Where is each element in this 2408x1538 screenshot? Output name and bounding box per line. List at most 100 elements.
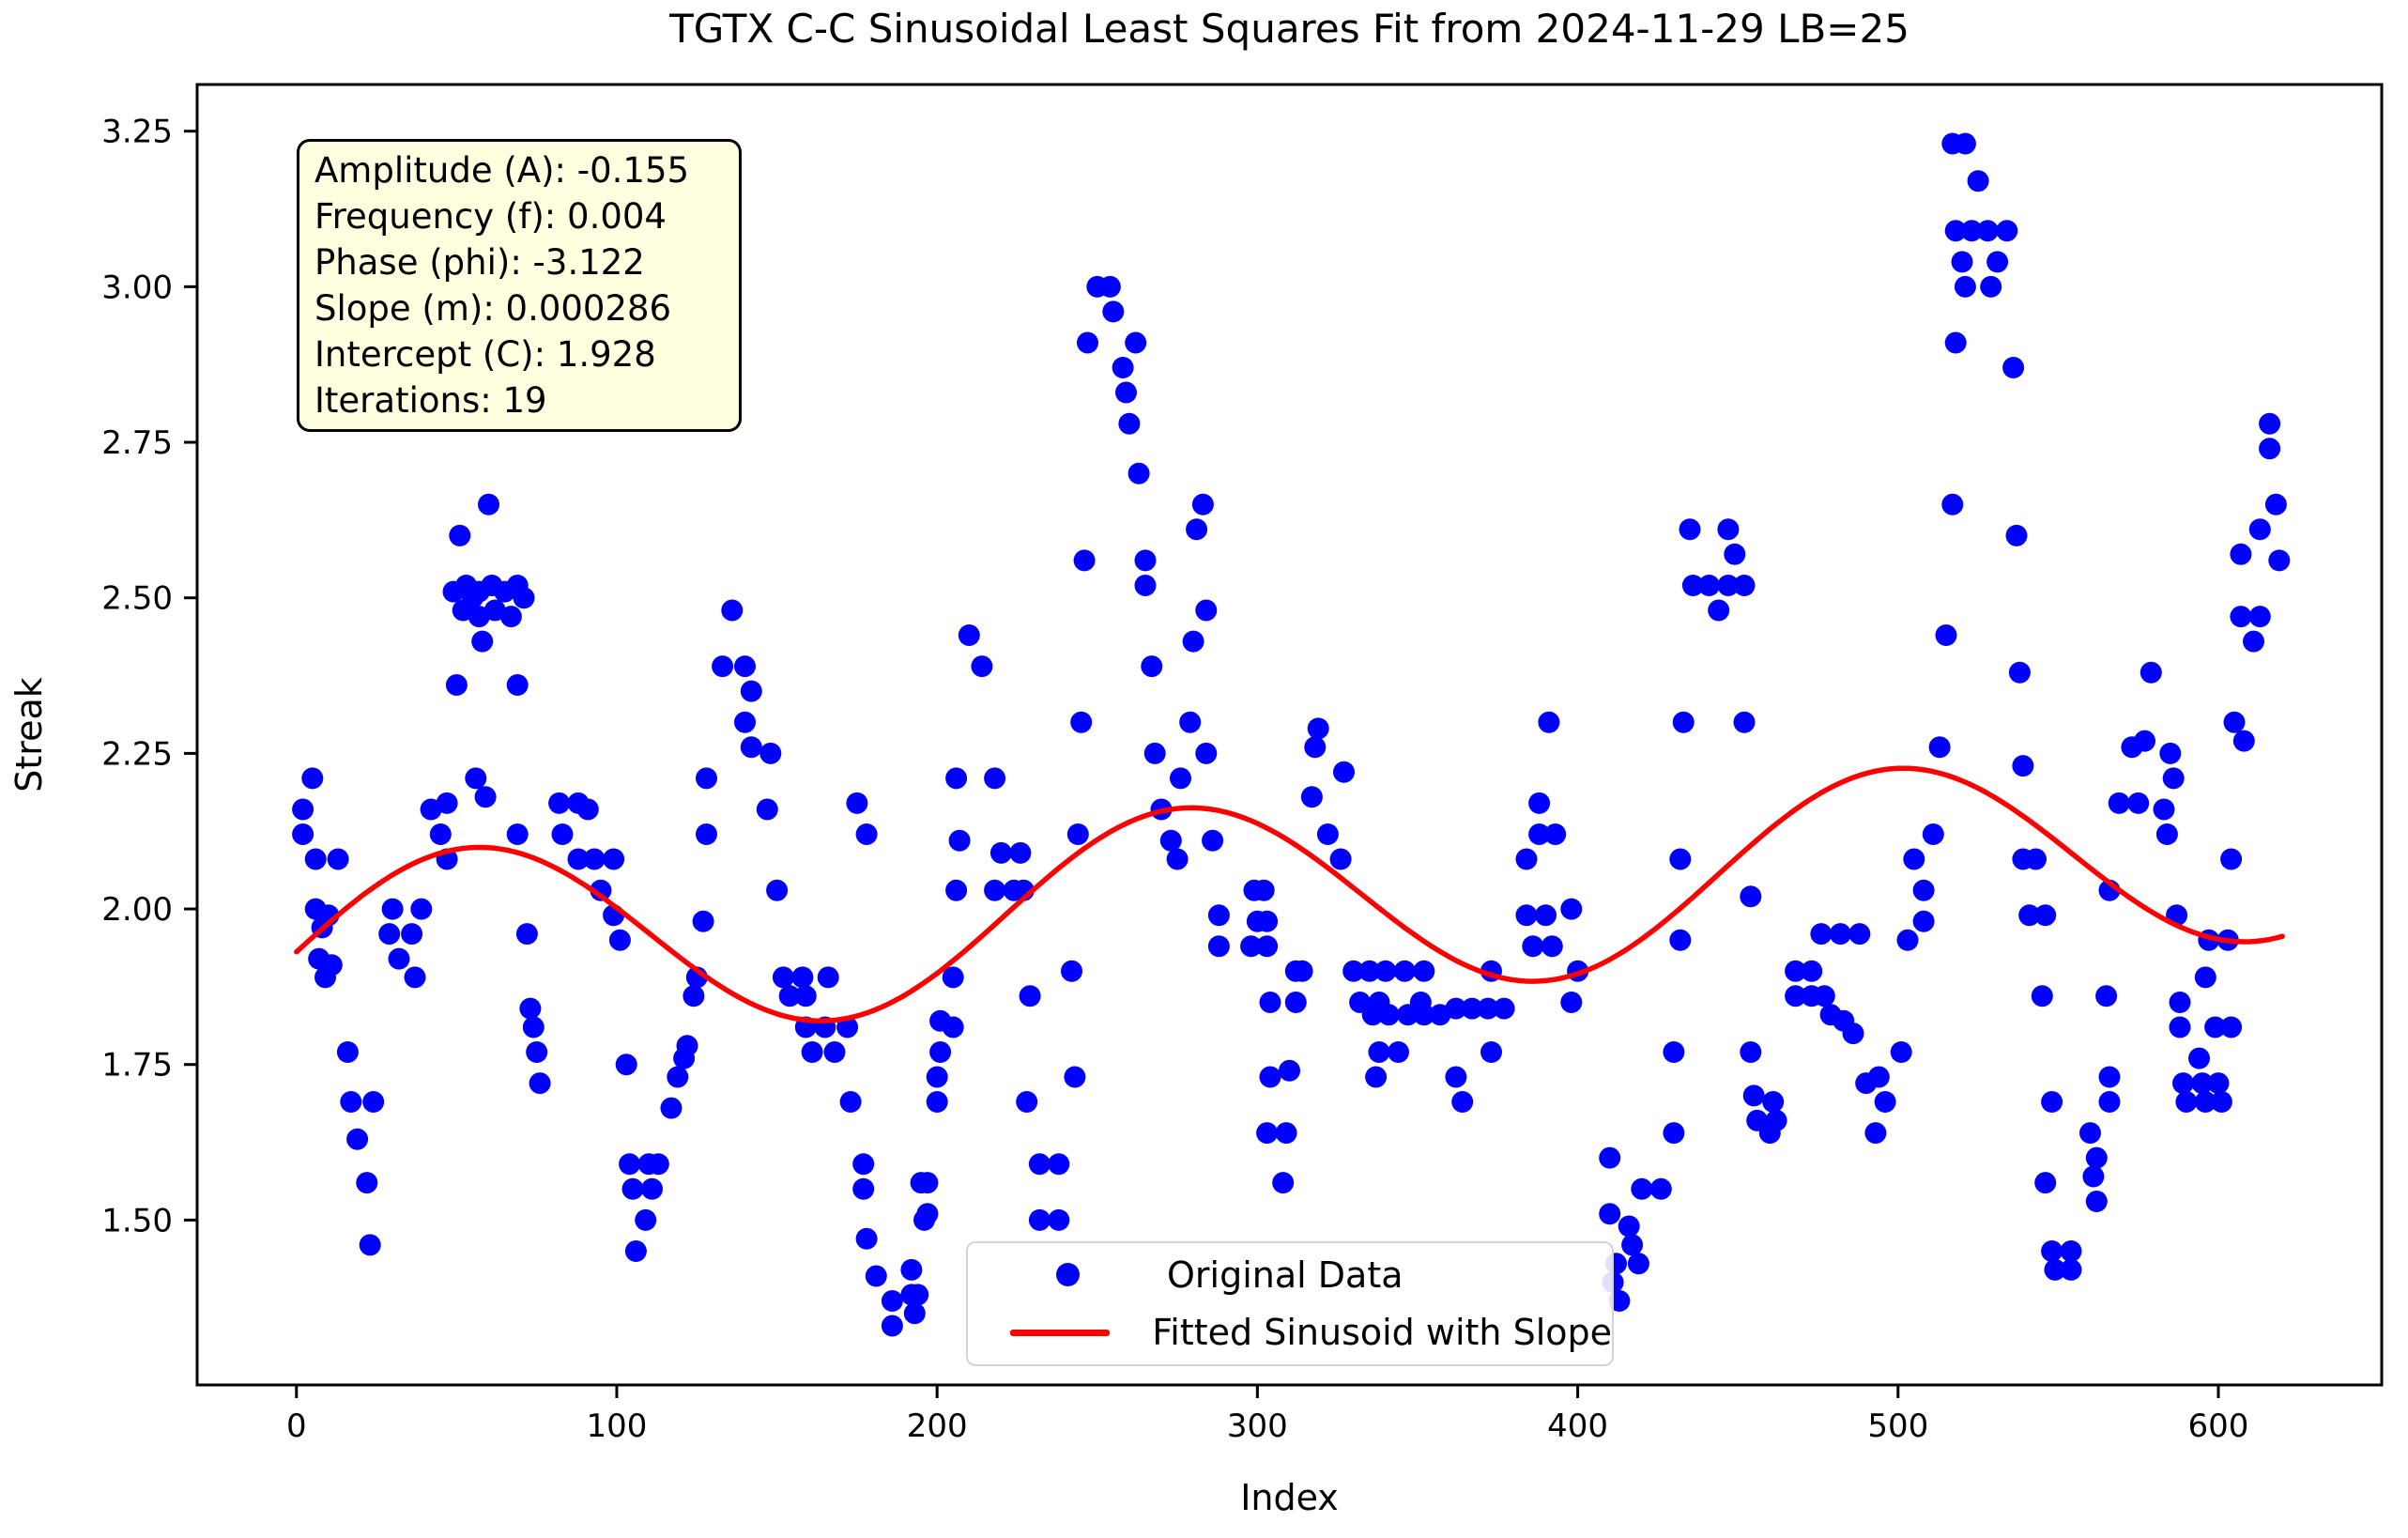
data-point bbox=[1951, 251, 1973, 273]
data-point bbox=[1307, 717, 1329, 740]
y-tick-label: 1.75 bbox=[101, 1047, 173, 1084]
data-point bbox=[1669, 929, 1692, 951]
data-point bbox=[2034, 1172, 2057, 1194]
data-point bbox=[1393, 960, 1416, 982]
fit-annotation-line: Frequency (f): 0.004 bbox=[314, 196, 667, 237]
data-point bbox=[1115, 381, 1137, 404]
data-point bbox=[526, 1041, 548, 1063]
data-point bbox=[855, 1227, 878, 1250]
data-point bbox=[1413, 1004, 1435, 1026]
data-point bbox=[2153, 798, 2175, 821]
data-point bbox=[1374, 960, 1397, 982]
x-axis-label: Index bbox=[1240, 1477, 1339, 1518]
data-point bbox=[1631, 1177, 1653, 1200]
data-point bbox=[1669, 848, 1692, 870]
data-point bbox=[1252, 879, 1275, 901]
data-point bbox=[2204, 1016, 2227, 1038]
data-point bbox=[2268, 549, 2291, 572]
data-point bbox=[916, 1203, 939, 1225]
data-point bbox=[404, 966, 426, 989]
data-point bbox=[1941, 493, 1964, 515]
data-point bbox=[1365, 1066, 1388, 1088]
data-point bbox=[583, 848, 606, 870]
data-point bbox=[2172, 1072, 2194, 1095]
data-point bbox=[1028, 1208, 1051, 1231]
legend-item-original-data: Original Data bbox=[968, 1249, 1612, 1301]
data-point bbox=[1538, 711, 1560, 733]
data-point bbox=[881, 1290, 903, 1312]
data-point bbox=[1009, 841, 1032, 864]
x-tick-label: 600 bbox=[2188, 1407, 2249, 1445]
data-point bbox=[1810, 923, 1833, 946]
data-point bbox=[1954, 132, 1976, 155]
axes-frame bbox=[195, 83, 2384, 1387]
data-point bbox=[1388, 1041, 1409, 1063]
data-point bbox=[2108, 792, 2130, 814]
data-point bbox=[499, 606, 522, 628]
data-point bbox=[1166, 848, 1189, 870]
data-point bbox=[2018, 904, 2041, 927]
data-point bbox=[1028, 1153, 1051, 1176]
data-point bbox=[2169, 992, 2191, 1013]
data-point bbox=[2194, 1091, 2216, 1113]
data-point bbox=[401, 923, 423, 946]
data-point bbox=[2060, 1240, 2082, 1262]
data-point bbox=[958, 624, 980, 646]
data-point bbox=[1785, 985, 1807, 1007]
data-point bbox=[436, 792, 458, 814]
data-point bbox=[1477, 997, 1499, 1020]
data-point bbox=[2232, 730, 2255, 752]
data-point bbox=[410, 898, 433, 920]
data-point bbox=[1535, 904, 1557, 927]
data-point bbox=[1182, 630, 1204, 653]
data-point bbox=[1515, 904, 1538, 927]
data-point bbox=[590, 879, 612, 901]
data-point bbox=[1048, 1208, 1070, 1231]
data-point bbox=[696, 767, 717, 790]
data-point bbox=[1159, 829, 1182, 852]
data-point bbox=[1967, 170, 1989, 192]
data-point bbox=[1098, 275, 1121, 298]
legend-label: Original Data bbox=[1167, 1253, 1403, 1296]
data-point bbox=[1279, 1059, 1300, 1082]
data-point bbox=[2002, 357, 2025, 378]
y-tick-label: 1.50 bbox=[101, 1202, 173, 1239]
data-point bbox=[2207, 1072, 2230, 1095]
data-point bbox=[756, 798, 778, 821]
data-point bbox=[1762, 1091, 1785, 1113]
data-point bbox=[1256, 1122, 1279, 1145]
data-point bbox=[1928, 736, 1951, 759]
data-point bbox=[836, 1016, 859, 1038]
data-point bbox=[865, 1265, 887, 1287]
data-point bbox=[2248, 606, 2271, 628]
data-point bbox=[772, 966, 794, 989]
data-point bbox=[2248, 518, 2271, 541]
data-point bbox=[766, 879, 789, 901]
data-point bbox=[817, 966, 839, 989]
data-point bbox=[320, 954, 343, 977]
data-point bbox=[1912, 910, 1935, 932]
data-point bbox=[2005, 524, 2028, 546]
data-point bbox=[1143, 742, 1166, 764]
data-point bbox=[1073, 549, 1096, 572]
data-point bbox=[1256, 935, 1279, 958]
legend-item-fitted-sinusoid: Fitted Sinusoid with Slope bbox=[968, 1306, 1612, 1359]
data-point bbox=[2175, 1091, 2198, 1113]
data-point bbox=[984, 879, 1006, 901]
data-point bbox=[2031, 985, 2053, 1007]
data-point bbox=[1070, 711, 1093, 733]
data-point bbox=[603, 848, 625, 870]
data-point bbox=[474, 786, 497, 808]
data-point bbox=[1944, 220, 1967, 242]
data-point bbox=[551, 823, 574, 845]
data-point bbox=[1903, 848, 1925, 870]
data-point bbox=[1848, 923, 1871, 946]
data-point bbox=[1663, 1122, 1685, 1145]
fit-annotation-line: Intercept (C): 1.928 bbox=[314, 334, 656, 375]
data-point bbox=[513, 587, 535, 609]
data-point bbox=[945, 767, 968, 790]
data-point bbox=[1740, 885, 1762, 908]
data-point bbox=[1134, 549, 1157, 572]
data-point bbox=[292, 823, 314, 845]
data-point bbox=[2085, 1191, 2108, 1212]
